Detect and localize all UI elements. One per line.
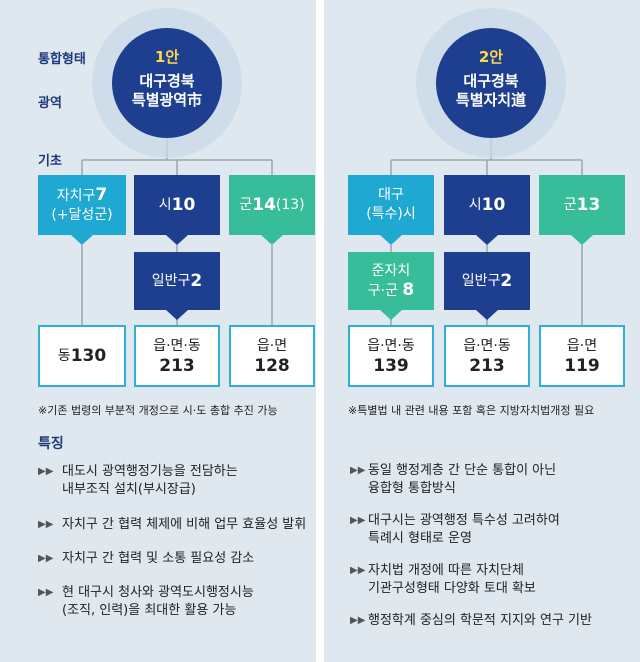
- tree-connectors: [390, 138, 583, 325]
- box-gun: 군 14 (13): [229, 175, 315, 235]
- pointer: [261, 235, 283, 245]
- arrow-icon: ▶▶: [38, 587, 54, 598]
- box-gun: 군 13: [539, 175, 625, 235]
- option-number: 2안: [478, 48, 504, 66]
- pointer: [166, 235, 188, 245]
- tree-connectors: [81, 138, 273, 325]
- option-1-circle: 1안 대구경북 특별광역市: [112, 28, 222, 138]
- box-dong: 동 130: [38, 325, 126, 387]
- tier-label-metro: 광역: [38, 96, 62, 111]
- box-eup-myeon-dong: 읍·면·동 139: [348, 325, 434, 387]
- option-number: 1안: [154, 48, 180, 66]
- pointer: [476, 310, 498, 320]
- pointer: [571, 235, 593, 245]
- option-name: 대구경북 특별광역市: [131, 72, 203, 109]
- arrow-icon: ▶▶: [350, 515, 366, 526]
- box-eup-myeon: 읍·면 128: [229, 325, 315, 387]
- pointer: [476, 235, 498, 245]
- tier-label-basic: 기초: [38, 154, 62, 169]
- arrow-icon: ▶▶: [350, 465, 366, 476]
- arrow-icon: ▶▶: [350, 615, 366, 626]
- option-2-circle: 2안 대구경북 특별자치道: [436, 28, 546, 138]
- arrow-icon: ▶▶: [38, 519, 54, 530]
- box-general-gu: 일반구 2: [444, 252, 530, 310]
- option-2-panel: 2안 대구경북 특별자치道 대구 (특수)시 시 10 군 13 준자치 구·군 8…: [324, 0, 640, 662]
- option-1-panel: 통합형태 광역 기초 1안 대구경북 특별광역市 자치구7 (+달성군) 시 10…: [0, 0, 316, 662]
- footnote: ※특별법 내 관련 내용 포함 혹은 지방자치법개정 필요: [348, 404, 595, 417]
- box-eup-myeon: 읍·면 119: [539, 325, 625, 387]
- features-title: 특징: [38, 436, 64, 452]
- arrow-icon: ▶▶: [38, 553, 54, 564]
- box-si: 시 10: [444, 175, 530, 235]
- pointer: [166, 310, 188, 320]
- box-autonomous-gu: 자치구7 (+달성군): [38, 175, 126, 235]
- box-eup-myeon-dong: 읍·면·동 213: [134, 325, 220, 387]
- box-si: 시 10: [134, 175, 220, 235]
- arrow-icon: ▶▶: [38, 466, 54, 477]
- arrow-icon: ▶▶: [350, 565, 366, 576]
- box-semi-autonomous-gu-gun: 준자치 구·군 8: [348, 252, 434, 310]
- box-eup-myeon-dong: 읍·면·동 213: [444, 325, 530, 387]
- pointer: [380, 235, 402, 245]
- tier-label-integration: 통합형태: [38, 52, 86, 67]
- pointer: [380, 310, 402, 320]
- box-daegu-special-si: 대구 (특수)시: [348, 175, 434, 235]
- footnote: ※기존 법령의 부분적 개정으로 시·도 총합 추진 가능: [38, 404, 278, 417]
- panel-divider: [316, 0, 324, 662]
- box-general-gu: 일반구 2: [134, 252, 220, 310]
- option-name: 대구경북 특별자치道: [455, 72, 527, 109]
- pointer: [71, 235, 93, 245]
